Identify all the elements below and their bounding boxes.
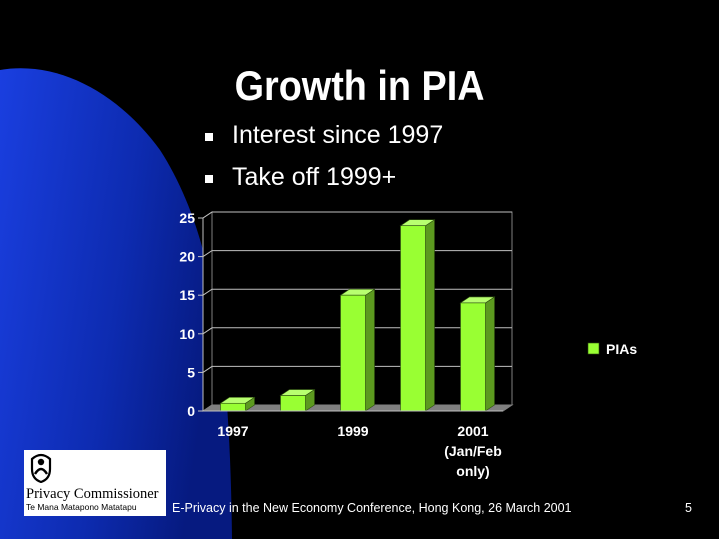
slide-title: Growth in PIA xyxy=(234,62,485,109)
y-tick-label: 15 xyxy=(179,287,195,303)
y-tick-label: 0 xyxy=(187,403,195,419)
chart-side-wall xyxy=(202,211,213,412)
y-tick-label: 20 xyxy=(179,249,195,265)
x-tick-label: (Jan/Feb xyxy=(444,443,502,459)
slide-number: 5 xyxy=(685,501,692,515)
bullet-item: Interest since 1997 xyxy=(205,118,443,160)
footer-text: E-Privacy in the New Economy Conference,… xyxy=(172,501,572,515)
legend-swatch xyxy=(587,342,600,355)
bullet-text: Interest since 1997 xyxy=(232,121,444,149)
x-tick-label: only) xyxy=(456,463,489,479)
bar xyxy=(280,395,306,412)
x-tick-label: 2001 xyxy=(457,423,488,439)
bar xyxy=(400,225,426,412)
bullet-item: Take off 1999+ xyxy=(205,160,443,202)
y-tick-label: 25 xyxy=(179,210,195,226)
y-tick-label: 10 xyxy=(179,326,195,342)
bar xyxy=(220,402,246,412)
logo-name: Privacy Commissioner xyxy=(26,486,159,502)
bullet-list: Interest since 1997 Take off 1999+ xyxy=(205,118,443,202)
gridline xyxy=(202,211,512,219)
legend-label: PIAs xyxy=(606,341,637,357)
bullet-text: Take off 1999+ xyxy=(232,163,397,191)
bar xyxy=(340,294,366,412)
privacy-commissioner-logo: Privacy Commissioner Te Mana Matapono Ma… xyxy=(24,450,166,516)
logo-subtitle: Te Mana Matapono Matatapu xyxy=(26,502,137,512)
bullet-square-icon xyxy=(205,133,213,141)
x-tick-label: 1997 xyxy=(217,423,248,439)
bullet-square-icon xyxy=(205,175,213,183)
bar-side xyxy=(425,219,435,412)
x-tick-label: 1999 xyxy=(337,423,368,439)
bar xyxy=(460,302,486,412)
bar-side xyxy=(485,296,495,412)
privacy-commissioner-emblem-icon xyxy=(30,453,52,483)
bar-side xyxy=(365,288,375,412)
y-tick-label: 5 xyxy=(187,364,195,380)
